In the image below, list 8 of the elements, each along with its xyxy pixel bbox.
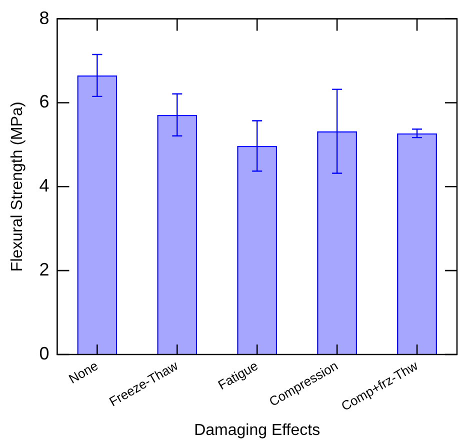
y-axis-title: Flexural Strength (MPa) bbox=[9, 102, 26, 272]
x-tick-label: None bbox=[66, 358, 100, 386]
y-tick-label: 8 bbox=[39, 8, 50, 28]
y-tick-label: 2 bbox=[39, 260, 50, 280]
y-tick-label: 4 bbox=[39, 176, 50, 196]
x-axis-title: Damaging Effects bbox=[194, 422, 320, 439]
y-tick-label: 6 bbox=[39, 92, 50, 112]
y-tick-label: 0 bbox=[39, 343, 50, 364]
